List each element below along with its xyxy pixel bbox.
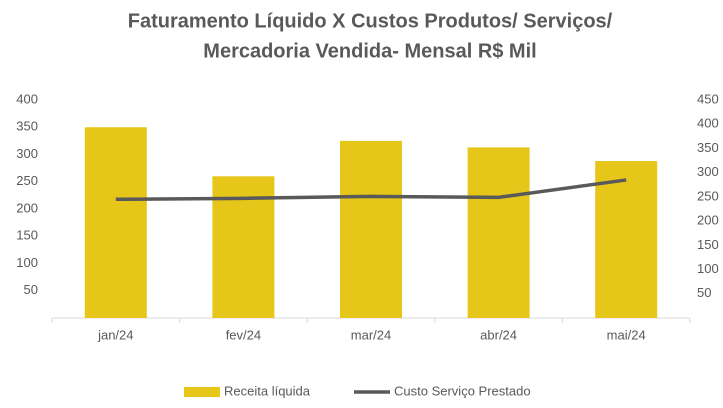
chart-title: Mercadoria Vendida- Mensal R$ Mil	[203, 40, 536, 62]
y-tick-label: 200	[16, 200, 38, 215]
x-tick-label: fev/24	[226, 327, 261, 342]
x-tick-label: abr/24	[480, 327, 517, 342]
y2-tick-label: 250	[697, 188, 719, 203]
y-tick-label: 150	[16, 228, 38, 243]
x-tick-label: mai/24	[607, 327, 646, 342]
y2-tick-label: 150	[697, 237, 719, 252]
y2-tick-label: 400	[697, 116, 719, 131]
y-tick-label: 100	[16, 255, 38, 270]
line	[115, 178, 627, 202]
y2-tick-label: 100	[697, 261, 719, 276]
legend-label: Custo Serviço Prestado	[394, 383, 531, 398]
x-tick-label: mar/24	[351, 327, 391, 342]
y-tick-label: 300	[16, 146, 38, 161]
y-tick-label: 350	[16, 119, 38, 134]
y2-tick-label: 50	[697, 285, 711, 300]
y2-tick-label: 450	[697, 91, 719, 106]
y2-tick-label: 350	[697, 140, 719, 155]
y-tick-label: 400	[16, 91, 38, 106]
y-tick-label: 250	[16, 173, 38, 188]
bar	[340, 140, 402, 318]
chart-title: Faturamento Líquido X Custos Produtos/ S…	[128, 10, 613, 32]
x-tick-label: jan/24	[97, 327, 133, 342]
bar	[595, 161, 658, 318]
legend-label: Receita líquida	[224, 383, 311, 398]
bar	[467, 147, 530, 318]
y-tick-label: 50	[24, 282, 38, 297]
legend-swatch	[184, 387, 220, 397]
bar	[84, 127, 147, 318]
y2-tick-label: 300	[697, 164, 719, 179]
y2-tick-label: 200	[697, 213, 719, 228]
